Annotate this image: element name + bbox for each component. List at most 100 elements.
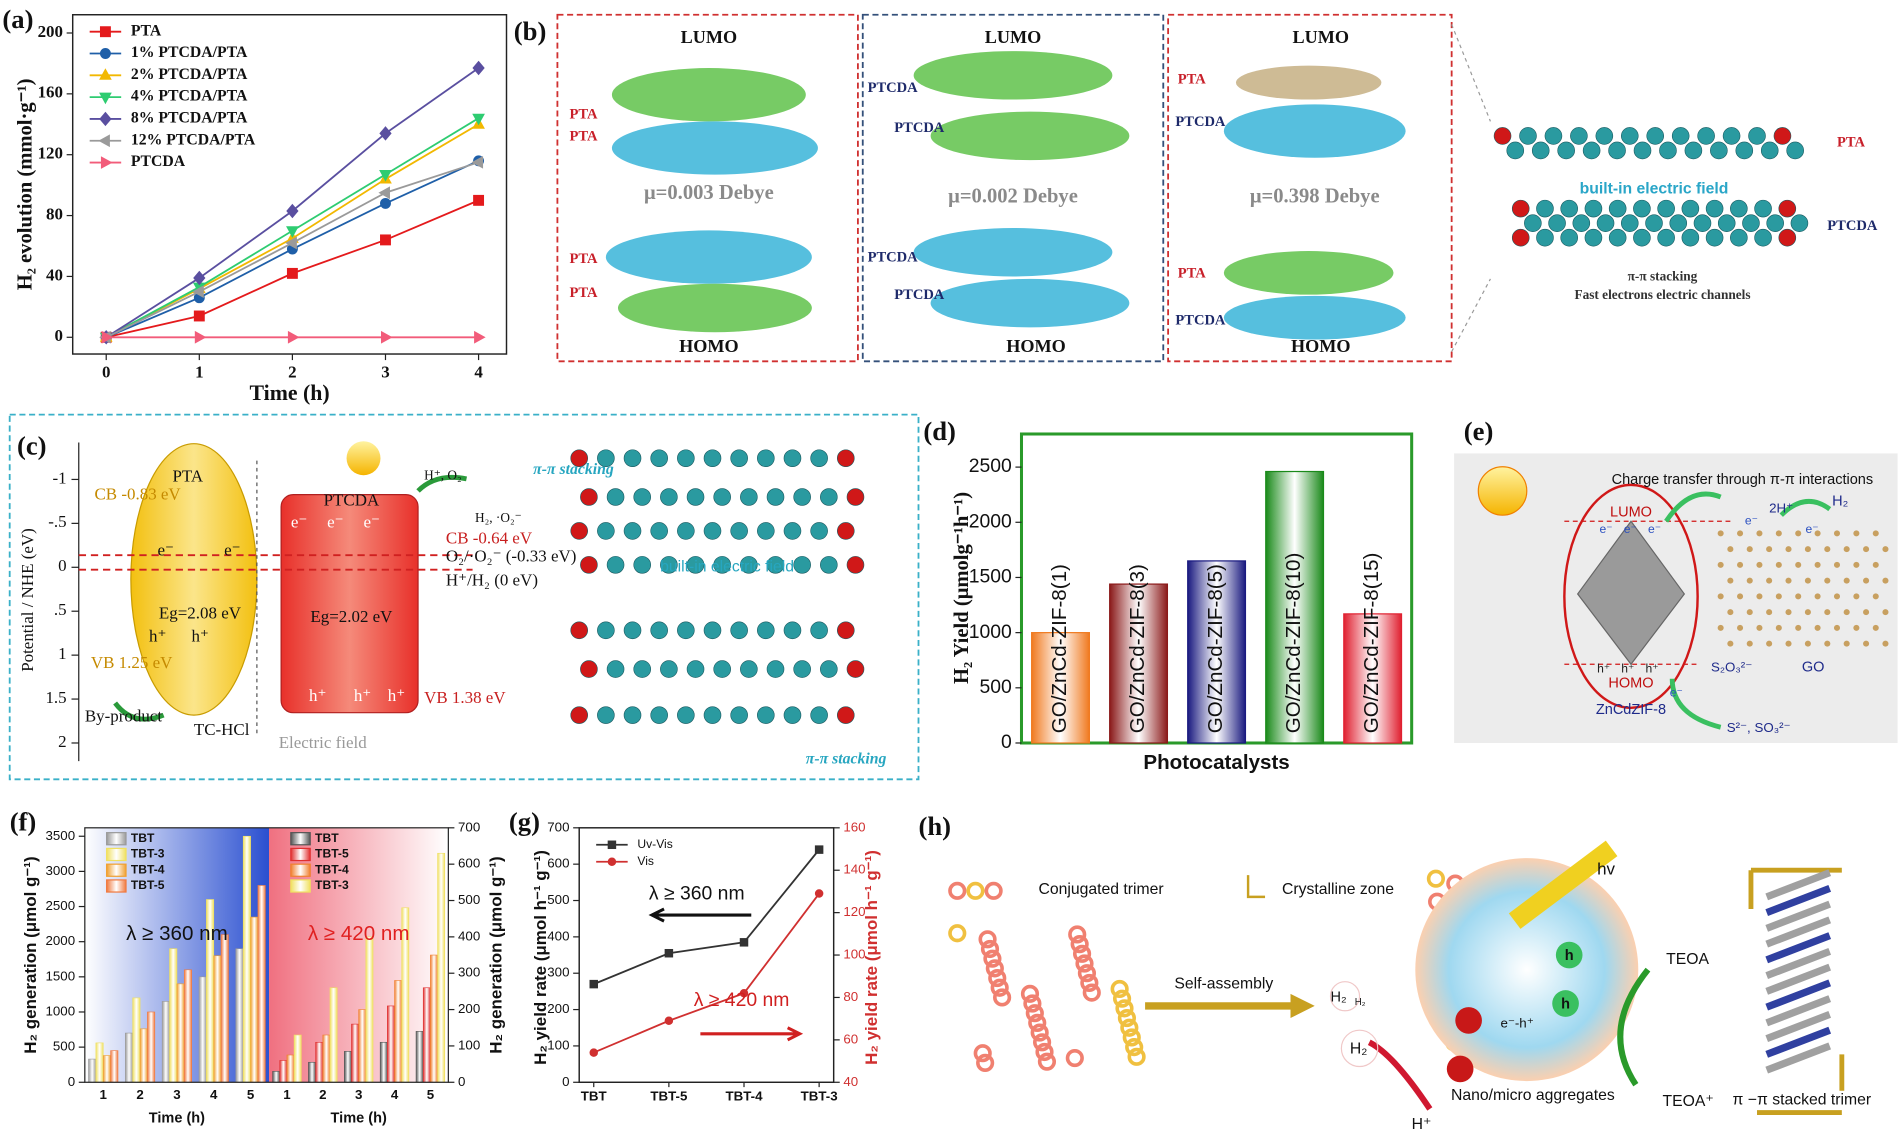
- y-tick-label: 2000: [969, 510, 1012, 532]
- atom: [606, 660, 625, 678]
- legend-label: TBT: [315, 831, 339, 845]
- y-axis-label: H₂ yield rate (μmol h⁻¹ g⁻¹): [531, 850, 550, 1065]
- legend-swatch: [106, 832, 127, 846]
- atom: [766, 660, 785, 678]
- bar: [351, 1023, 359, 1083]
- panel-label: (c): [17, 431, 47, 461]
- atom: [1633, 199, 1651, 218]
- atom: [677, 706, 695, 724]
- legend-label: TBT-5: [315, 847, 349, 861]
- y-tick-label: 120: [38, 144, 63, 163]
- lattice-atom: [1717, 561, 1724, 568]
- lattice-atom: [1717, 593, 1724, 600]
- arrow: [648, 907, 752, 923]
- hole-dot: [1552, 990, 1579, 1017]
- atom: [730, 449, 748, 468]
- species: hv: [1597, 860, 1615, 879]
- bar: [394, 980, 403, 1083]
- chart: 0 100 200 300 400 500 600 700 40 60 80 100 120 140 160…: [509, 806, 881, 1103]
- lattice-atom: [1833, 561, 1841, 568]
- molecule-label: PTA: [1178, 265, 1206, 281]
- electron: e⁻: [327, 513, 343, 532]
- stacked-layer: [1765, 948, 1832, 980]
- connector: [1451, 278, 1491, 352]
- marker: [286, 226, 299, 238]
- annotation: λ ≥ 420 nm: [694, 989, 790, 1011]
- bar: [315, 1041, 324, 1083]
- panel-b: (b) LUMO PTA PTA μ=0.003 Debye PTA PTA H…: [514, 13, 1878, 363]
- marker: [99, 48, 111, 59]
- lattice-atom: [1766, 640, 1773, 647]
- bar: [322, 1034, 331, 1083]
- atom: [820, 488, 838, 506]
- atom: [820, 660, 838, 678]
- atom: [1596, 214, 1615, 232]
- atom: [1582, 141, 1601, 160]
- bar: [1343, 613, 1403, 744]
- molecule-label: PTCDA: [868, 80, 919, 96]
- atom: [1722, 127, 1741, 145]
- marker: [286, 267, 298, 279]
- x-tick-label: 4: [391, 1087, 399, 1102]
- hole: h⁺: [1621, 661, 1634, 675]
- caption: Nano/micro aggregates: [1451, 1087, 1615, 1104]
- molecule-label: PTA: [570, 128, 598, 144]
- legend-label: TBT-3: [315, 878, 349, 892]
- bar: [176, 983, 185, 1083]
- atom: [677, 621, 695, 640]
- y-tick-label: 3000: [46, 863, 76, 878]
- bar: [147, 1011, 156, 1083]
- go-sheet: [1717, 530, 1889, 647]
- electron: e⁻: [1805, 522, 1818, 536]
- material-label: PTCDA: [324, 491, 380, 510]
- y2-axis-label: H₂ generation (μmol g⁻¹): [486, 856, 505, 1053]
- trimer-unit: [984, 881, 1003, 900]
- lattice-atom: [1833, 530, 1841, 537]
- species: By-product: [85, 706, 163, 725]
- lattice-atom: [1785, 546, 1792, 553]
- x-tick-label: 5: [427, 1087, 435, 1102]
- y-tick-label: 1500: [46, 968, 76, 983]
- atom: [846, 556, 865, 574]
- y-axis-label: H₂ Yield (μmolg⁻¹h⁻¹): [951, 492, 973, 684]
- atom: [1646, 127, 1665, 145]
- y-tick-label: 80: [843, 989, 858, 1004]
- marker: [739, 988, 749, 998]
- lattice-atom: [1882, 577, 1889, 584]
- marker: [100, 156, 113, 169]
- bar: [161, 1001, 170, 1083]
- atom: [1657, 199, 1675, 218]
- trimer-unit: [978, 930, 997, 949]
- dashed-box: [556, 13, 859, 363]
- y-tick-label: 1000: [46, 1003, 76, 1018]
- atom: [660, 488, 678, 506]
- axis-tick-label: 1: [58, 644, 66, 663]
- level-label: VB 1.38 eV: [424, 688, 506, 707]
- legend-label: Vis: [637, 854, 654, 868]
- lattice-atom: [1843, 609, 1850, 616]
- atom: [623, 706, 642, 724]
- atom: [757, 522, 775, 540]
- bar-label: GO/ZnCd-ZIF-8(1): [1048, 564, 1071, 733]
- lattice-atom: [1737, 530, 1744, 537]
- species: TEOA⁺: [1663, 1093, 1714, 1110]
- bar: [242, 835, 251, 1083]
- lattice-atom: [1795, 530, 1802, 537]
- atom: [793, 488, 811, 506]
- atom: [1730, 228, 1748, 247]
- species: H₂: [1355, 997, 1366, 1008]
- plot-frame: [84, 827, 449, 1083]
- y-tick-label: 500: [547, 892, 569, 907]
- legend-label: TBT: [131, 831, 155, 845]
- trimer-unit: [1020, 984, 1040, 1003]
- atom: [703, 449, 722, 468]
- axis-tick-label: -1: [53, 468, 67, 487]
- arrow: [1367, 1039, 1433, 1111]
- marker: [472, 60, 485, 76]
- atom: [846, 488, 865, 506]
- y-tick-label: 2500: [46, 898, 76, 913]
- atom: [606, 488, 625, 506]
- orbital-label: HOMO: [1006, 336, 1066, 356]
- marker: [285, 236, 297, 250]
- arrow: [1779, 499, 1832, 517]
